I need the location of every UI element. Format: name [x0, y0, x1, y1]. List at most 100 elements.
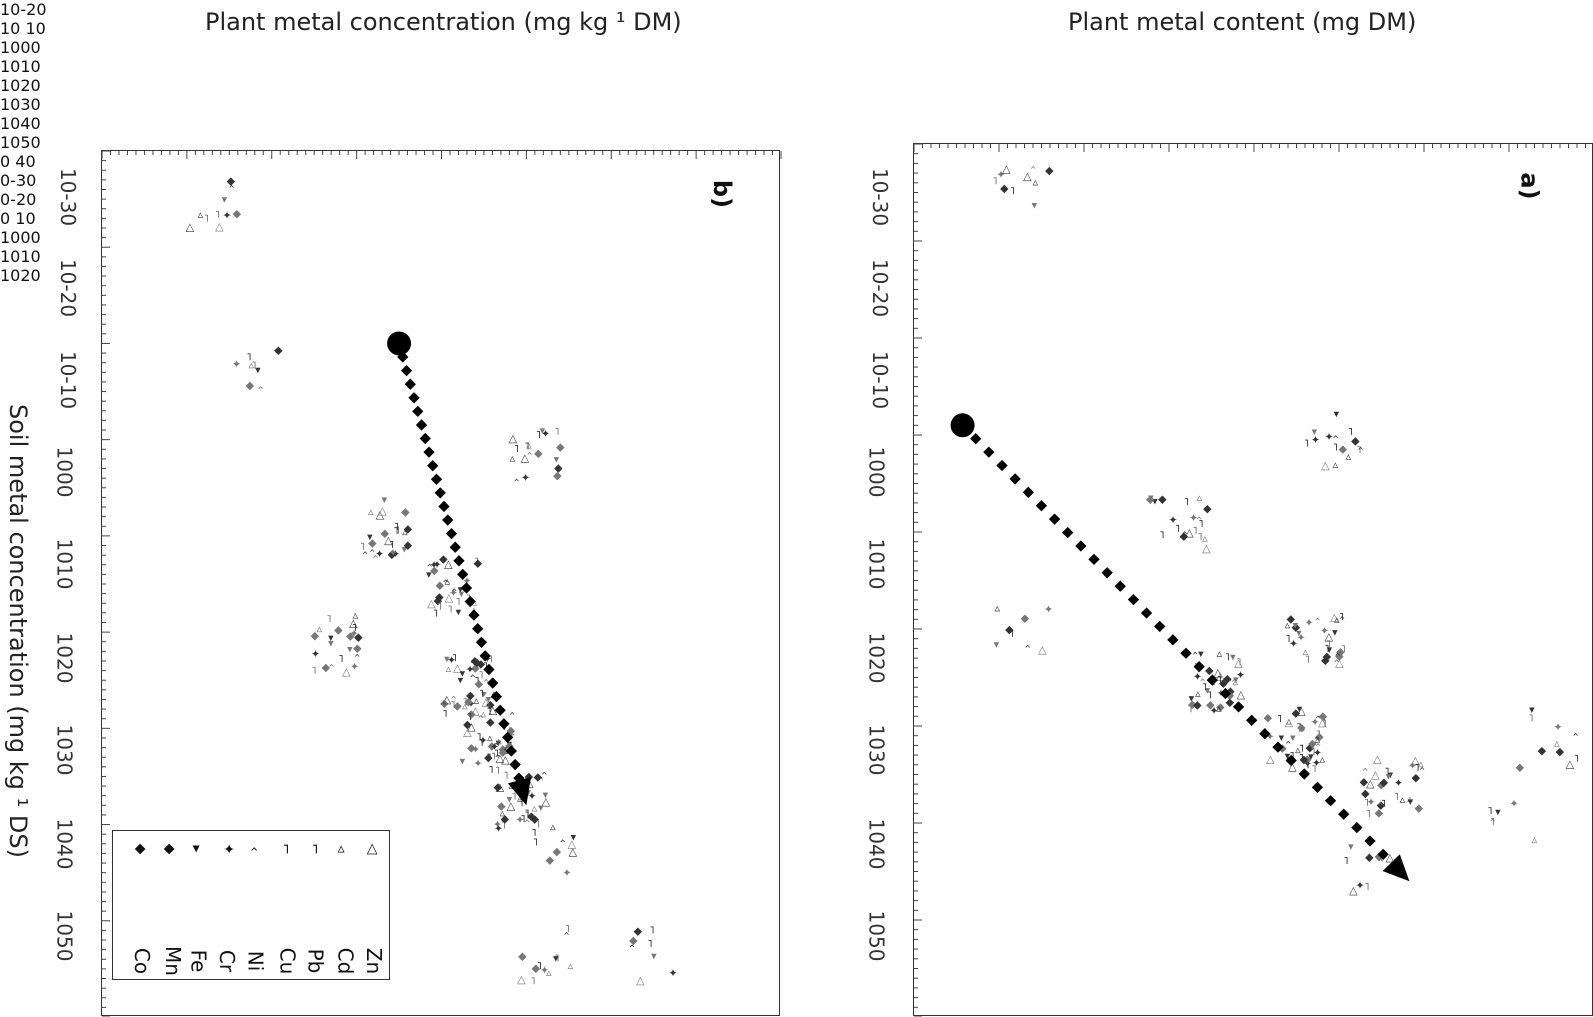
scatter-point: ⌐ — [1295, 744, 1308, 753]
scatter-point: ⌐ — [248, 360, 261, 369]
plant-tick-label: 1000 — [0, 228, 41, 247]
trend-dot — [1180, 647, 1192, 659]
scatter-point: ◁ — [461, 728, 474, 737]
scatter-point: ✦ — [373, 549, 386, 558]
scatter-point: ◃ — [471, 698, 484, 704]
trend-dot — [1298, 768, 1310, 780]
plant-tick-label: 10 10 — [0, 19, 46, 38]
scatter-point: ✦ — [518, 473, 531, 482]
legend-marker-icon: ▸ — [188, 845, 205, 853]
scatter-point: ⌐ — [1189, 526, 1202, 535]
scatter-point: ⌐ — [1323, 639, 1336, 648]
plant-tick-label: 0-20 — [0, 190, 37, 209]
scatter-point: ◁ — [340, 668, 353, 677]
scatter-point: ◆ — [1363, 854, 1376, 863]
scatter-point: ‹ — [366, 548, 379, 552]
scatter-point: ⌐ — [459, 697, 472, 706]
scatter-point: ◁ — [1409, 757, 1422, 766]
scatter-point: ⌐ — [551, 427, 564, 436]
scatter-point: ◆ — [532, 773, 545, 782]
scatter-point: ◃ — [493, 739, 506, 745]
plant-tick-label: 1030 — [0, 95, 41, 114]
legend-label: Ni — [243, 950, 268, 972]
scatter-point: ⌐ — [1390, 792, 1403, 801]
scatter-point: ◆ — [1218, 680, 1231, 689]
soil-tick-label: 10-20 — [868, 258, 893, 318]
scatter-point: ✦ — [229, 359, 242, 368]
scatter-point: ◆ — [551, 472, 564, 481]
legend-marker-icon: ✦ — [219, 843, 236, 855]
scatter-point: ⌐ — [521, 808, 534, 817]
trend-dot — [996, 459, 1008, 472]
scatter-point: ◆ — [1301, 756, 1314, 765]
scatter-point: ⌐ — [1318, 718, 1331, 727]
scatter-point: ⌐ — [348, 623, 361, 632]
scatter-point: ‹ — [351, 653, 364, 657]
scatter-point: ⌐ — [485, 654, 498, 663]
scatter-point: ◆ — [1307, 740, 1320, 749]
scatter-point: ⌐ — [1338, 644, 1351, 653]
scatter-point: ⌐ — [1184, 704, 1197, 713]
scatter-point: ◁ — [1370, 771, 1383, 780]
trend-dot — [1272, 741, 1284, 753]
scatter-point: ✦ — [1309, 435, 1322, 444]
scatter-point: ◁ — [635, 977, 648, 986]
scatter-point: ▸ — [1526, 708, 1539, 714]
scatter-point: ◆ — [1375, 801, 1388, 810]
scatter-point: ✦ — [513, 815, 526, 824]
scatter-point: ▸ — [325, 641, 338, 647]
scatter-point: ◆ — [465, 710, 478, 719]
scatter-point: ◃ — [1213, 706, 1226, 712]
scatter-point: ◆ — [1410, 774, 1423, 783]
scatter-point: ▸ — [1275, 736, 1288, 742]
panel-label-b: b) — [708, 179, 737, 209]
scatter-point: ◆ — [1191, 701, 1204, 710]
scatter-point: ⌐ — [473, 732, 486, 741]
scatter-point: ⌐ — [483, 752, 496, 761]
scatter-point: ▸ — [648, 954, 661, 960]
scatter-point: ◆ — [544, 856, 557, 865]
scatter-point: ◆ — [485, 718, 498, 727]
scatter-point: ‹ — [1375, 858, 1388, 862]
scatter-point: ⌐ — [515, 798, 528, 807]
scatter-point: ⌐ — [508, 792, 521, 801]
scatter-point: ⌐ — [1233, 657, 1246, 666]
scatter-point: ▸ — [1385, 773, 1398, 779]
scatter-point: ‹ — [1193, 516, 1206, 520]
soil-tick-label: 10-20 — [56, 258, 81, 318]
scatter-point: ◆ — [529, 815, 542, 824]
trend-dot — [1140, 607, 1153, 619]
scatter-point: ⌐ — [335, 654, 348, 663]
scatter-point: ◆ — [1222, 675, 1235, 684]
scatter-point: ✦ — [451, 701, 464, 710]
scatter-point: ‹ — [1374, 801, 1387, 805]
scatter-point: ✦ — [445, 655, 458, 664]
scatter-point: ⌐ — [447, 700, 460, 709]
scatter-point: ◆ — [497, 749, 510, 758]
legend-label: Cd — [333, 947, 358, 975]
scatter-point: ‹ — [1022, 644, 1035, 648]
scatter-point: ‹ — [225, 184, 238, 188]
scatter-point: ◆ — [1201, 505, 1214, 514]
scatter-point: ◁ — [382, 537, 395, 546]
trend-dot — [468, 609, 480, 621]
scatter-point: ◆ — [469, 657, 482, 666]
legend-marker-icon: ◆ — [161, 843, 178, 855]
scatter-point: ✦ — [386, 548, 399, 557]
scatter-point: ✦ — [471, 759, 484, 768]
scatter-point: ⌐ — [1340, 856, 1353, 865]
scatter-point: ◆ — [1203, 667, 1216, 676]
soil-tick-label: 10-10 — [56, 350, 81, 410]
scatter-point: ◃ — [1283, 719, 1296, 725]
scatter-point: ◁ — [505, 802, 518, 811]
trend-dot — [1062, 526, 1074, 539]
plant-tick-label: 1000 — [0, 38, 41, 57]
scatter-point: ▸ — [1149, 499, 1162, 505]
scatter-point: ⌐ — [1214, 675, 1227, 684]
scatter-point: ◆ — [434, 593, 447, 602]
scatter-point: ◁ — [374, 511, 387, 520]
scatter-point: ◃ — [564, 963, 577, 969]
scatter-point: ✦ — [1318, 626, 1331, 635]
trend-dot — [490, 690, 503, 703]
